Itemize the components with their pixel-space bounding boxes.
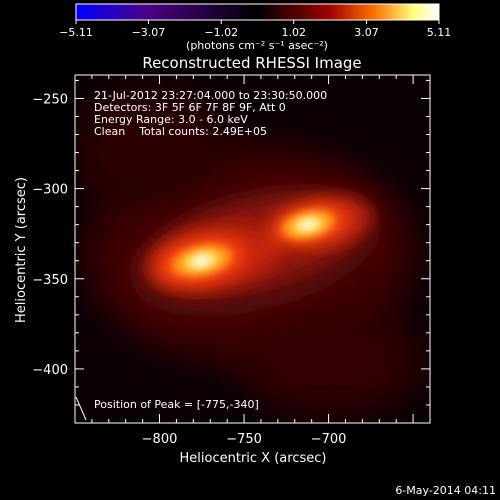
colorbar-tick-label: 3.07 (354, 26, 379, 39)
y-tick-label: −300 (32, 183, 68, 198)
x-tick-label: −750 (226, 432, 262, 447)
x-tick-label: −800 (142, 432, 178, 447)
colorbar-tick-label: −3.07 (132, 26, 166, 39)
source-2 (269, 203, 348, 246)
limb-line (75, 396, 87, 421)
colorbar-frame (75, 3, 440, 21)
y-axis-label: Heliocentric Y (arcsec) (14, 177, 29, 323)
info-annotations: 21-Jul-2012 23:27:04.000 to 23:30:50.000… (94, 89, 327, 138)
x-axis-label: Heliocentric X (arcsec) (180, 451, 327, 466)
y-axis: −250 −300 −350 −400 (32, 79, 430, 424)
annotation-detectors: Detectors: 3F 5F 6F 7F 8F 9F, Att 0 (94, 101, 286, 114)
colorbar (76, 4, 439, 20)
x-tick-label: −700 (311, 432, 347, 447)
footer-timestamp: 6-May-2014 04:11 (395, 484, 496, 497)
colorbar-tick-label: −1.02 (204, 26, 238, 39)
colorbar-tick-label: −5.11 (59, 26, 93, 39)
colorbar-ticks: −5.11 −3.07 −1.02 1.02 3.07 5.11 (59, 20, 451, 39)
chart-title: Reconstructed RHESSI Image (142, 54, 361, 72)
colorbar-unit-label: (photons cm⁻² s⁻¹ asec⁻²) (186, 39, 328, 52)
plot-frame (74, 74, 431, 424)
annotation-time: 21-Jul-2012 23:27:04.000 to 23:30:50.000 (94, 89, 327, 102)
y-tick-label: −400 (32, 363, 68, 378)
colorbar-tick-label: 1.02 (281, 26, 306, 39)
colorbar-tick-label: 5.11 (427, 26, 452, 39)
y-tick-label: −350 (32, 273, 68, 288)
annotation-clean: Clean Total counts: 2.49E+05 (94, 125, 267, 138)
peak-position-label: Position of Peak = [-775,-340] (94, 398, 259, 411)
y-tick-label: −250 (32, 92, 68, 107)
annotation-energy: Energy Range: 3.0 - 6.0 keV (94, 113, 248, 126)
x-axis: −800 −750 −700 (74, 75, 431, 447)
source-1 (158, 237, 246, 285)
source-layer (158, 203, 348, 285)
